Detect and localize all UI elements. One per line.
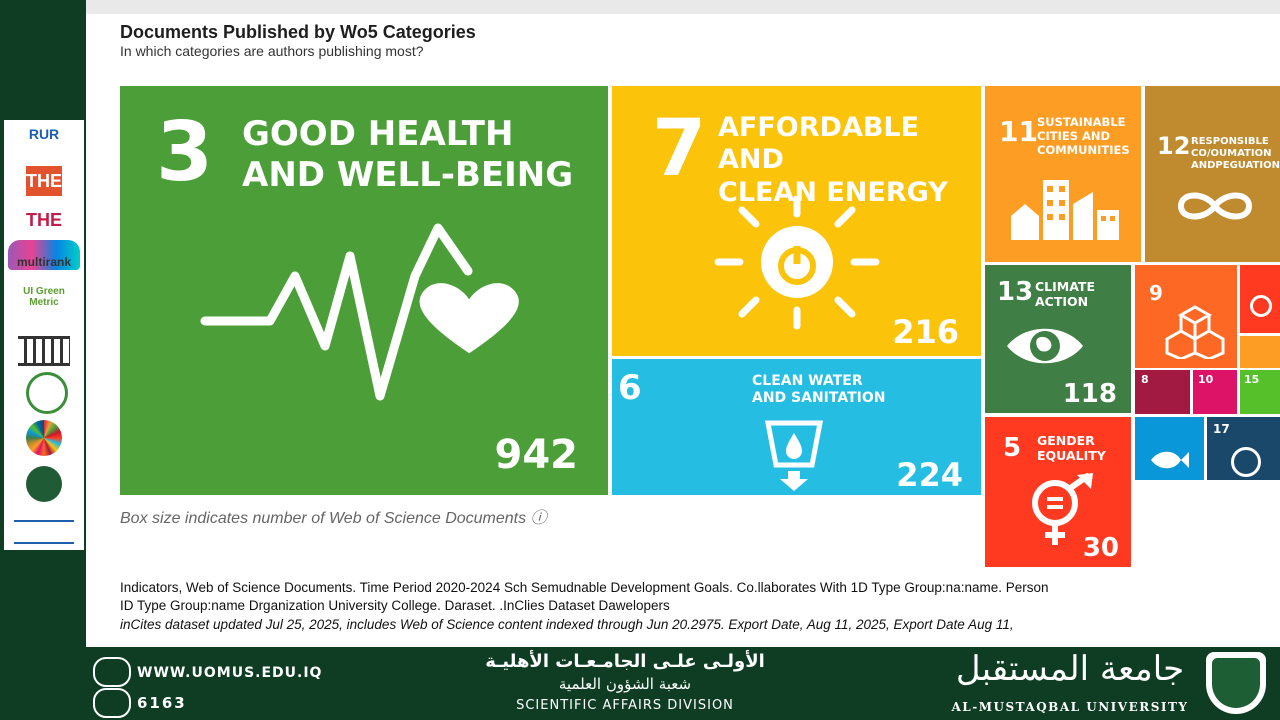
tile-goal-5-small[interactable]	[1240, 265, 1280, 333]
sun-power-icon	[714, 196, 880, 330]
eye-globe-icon	[1007, 328, 1083, 364]
tile-goal-5[interactable]: 5 GENDER EQUALITY 30	[985, 417, 1131, 567]
the-impact-logo: THE	[26, 210, 62, 230]
gender-equality-icon	[1032, 473, 1093, 545]
arab-league-logo	[26, 372, 68, 414]
goal-number: 9	[1149, 281, 1163, 305]
tile-goal-7[interactable]: 7 AFFORDABLE AND CLEAN ENERGY 216	[612, 86, 981, 356]
tile-goal-14[interactable]	[1135, 417, 1204, 480]
website-url[interactable]: WWW.UOMUS.EDU.IQ	[137, 665, 323, 681]
goal-label: CLIMATE ACTION	[1035, 279, 1095, 309]
tile-goal-11-small[interactable]	[1240, 336, 1280, 368]
goal-number: 8	[1141, 373, 1149, 386]
cubes-icon	[1165, 305, 1225, 359]
goal-number: 12	[1157, 132, 1191, 160]
box-size-note: Box size indicates number of Web of Scie…	[120, 510, 547, 527]
arabic-tagline: الأولـى علـى الجامـعـات الأهليـة	[485, 651, 765, 672]
goal-value: 118	[1062, 379, 1117, 409]
goal-number: 5	[1003, 433, 1022, 463]
heartbeat-icon	[200, 223, 519, 401]
building-logo	[18, 336, 70, 366]
multirank-logo: multirank	[8, 240, 80, 270]
goal-label: GOOD HEALTH AND WELL-BEING	[242, 114, 574, 195]
goal-value: 942	[494, 432, 579, 478]
phone-icon	[93, 688, 131, 718]
footer-line-1: Indicators, Web of Science Documents. Ti…	[120, 580, 1049, 595]
tile-goal-3[interactable]: 3 GOOD HEALTH AND WELL-BEING 942	[120, 86, 608, 495]
goal-number: 7	[652, 104, 707, 194]
goal-label: AFFORDABLE AND CLEAN ENERGY	[718, 112, 948, 208]
university-name: AL-MUSTAQBAL UNIVERSITY	[951, 700, 1189, 714]
water-glass-icon	[764, 420, 824, 491]
infinity-icon	[1177, 192, 1253, 220]
tile-goal-8[interactable]: 8	[1135, 370, 1190, 414]
chart-subtitle: In which categories are authors publishi…	[120, 43, 424, 59]
bottom-bar: WWW.UOMUS.EDU.IQ 6163 الأولـى علـى الجام…	[0, 647, 1280, 720]
goal-number: 10	[1198, 373, 1214, 386]
arabic-division: شعبة الشؤون العلمية	[558, 675, 692, 693]
tile-goal-9[interactable]: 9	[1135, 265, 1237, 368]
goal-value: 30	[1082, 533, 1119, 563]
goal-label: SUSTAINABLE CITIES AND COMMUNITIES	[1037, 115, 1130, 157]
goal-number: 11	[999, 115, 1038, 148]
goal-value: 224	[896, 456, 963, 494]
tile-goal-6[interactable]: 6 CLEAN WATER AND SANITATION 224	[612, 359, 981, 495]
tile-goal-13[interactable]: 13 CLIMATE ACTION 118	[985, 265, 1131, 413]
goal-label: CLEAN WATER AND SANITATION	[752, 373, 886, 406]
fish-icon	[1151, 451, 1189, 469]
goal-number: 17	[1213, 422, 1230, 436]
tile-goal-10[interactable]: 10	[1193, 370, 1237, 414]
goal-label: GENDER EQUALITY	[1037, 433, 1106, 463]
tile-goal-11[interactable]: 11 SUSTAINABLE CITIES AND COMMUNITIES	[985, 86, 1141, 262]
footer-line-2: ID Type Group:name Drganization Universi…	[120, 598, 670, 613]
footer-line-3: inCites dataset updated Jul 25, 2025, in…	[120, 617, 1014, 632]
city-buildings-icon	[1011, 180, 1119, 240]
top-strip	[86, 0, 1280, 14]
phone-number[interactable]: 6163	[137, 694, 187, 712]
goal-number: 3	[156, 105, 214, 200]
university-emblem	[1206, 652, 1266, 714]
goal-number: 6	[618, 368, 642, 408]
goal-number: 15	[1244, 373, 1260, 386]
tile-goal-15[interactable]: 15	[1240, 370, 1280, 414]
chart-title: Documents Published by Wo5 Categories	[120, 22, 476, 42]
rur-logo: RUR	[28, 126, 60, 142]
goal-label: RESPONSIBLE CO/OUMATION ANDPEGUATION	[1191, 136, 1280, 171]
arab-engineers-logo	[26, 466, 62, 502]
goal-number: 13	[997, 277, 1034, 307]
gender-symbol-icon	[1250, 295, 1272, 317]
tile-goal-12[interactable]: 12 RESPONSIBLE CO/OUMATION ANDPEGUATION	[1145, 86, 1280, 262]
greenmetric-logo: UI Green Metric	[23, 286, 65, 308]
the-logo: THE	[26, 166, 62, 196]
goal-value: 216	[892, 313, 959, 351]
partnership-icon	[1231, 447, 1261, 477]
sdg-wheel-logo	[26, 420, 62, 456]
division-name: SCIENTIFIC AFFAIRS DIVISION	[516, 698, 734, 713]
www-icon	[93, 657, 131, 687]
tile-goal-17[interactable]: 17	[1207, 417, 1280, 480]
university-arabic-logo: جامعة المستقبل	[955, 649, 1185, 689]
ranking-logos: RUR THE THE multirank UI Green Metric	[4, 120, 84, 550]
webometrics-logo	[14, 520, 74, 544]
